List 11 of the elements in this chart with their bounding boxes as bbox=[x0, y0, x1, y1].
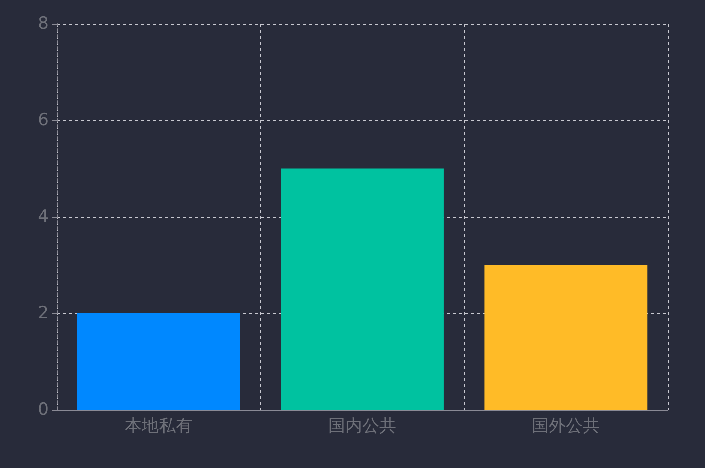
bar bbox=[484, 265, 648, 410]
y-tick-label: 6 bbox=[38, 110, 49, 130]
y-tick-label: 2 bbox=[38, 304, 49, 324]
y-tick-label: 0 bbox=[38, 400, 49, 420]
x-tick-label: 国内公共 bbox=[328, 416, 396, 436]
y-tick-label: 8 bbox=[38, 14, 49, 34]
bar bbox=[281, 168, 444, 410]
bar bbox=[77, 314, 240, 410]
x-tick-label: 本地私有 bbox=[124, 416, 193, 436]
y-tick-label: 4 bbox=[38, 207, 49, 227]
x-tick-label: 国外公共 bbox=[532, 416, 600, 436]
